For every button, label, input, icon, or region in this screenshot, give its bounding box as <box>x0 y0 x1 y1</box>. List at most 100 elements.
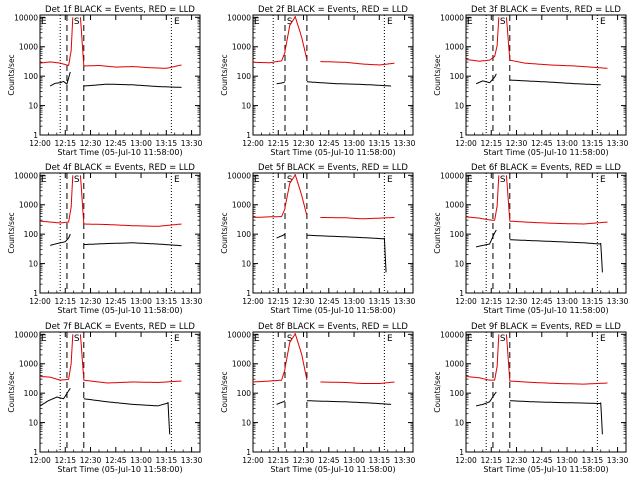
marker-label: S <box>500 175 506 185</box>
marker-label: S <box>287 334 293 344</box>
x-tick-label: 13:30 <box>394 297 416 306</box>
x-axis-label: Start Time (05-Jul-10 11:58:00) <box>57 148 182 157</box>
events-series-line <box>306 400 392 405</box>
lld-series-line <box>252 173 308 218</box>
y-tick-label: 100 <box>24 389 39 398</box>
lld-series-line <box>505 334 608 385</box>
detector-panel: Det 4f BLACK = Events, RED = LLD 1 10 100 10… <box>7 163 203 315</box>
x-tick-label: 12:15 <box>54 139 76 148</box>
x-tick-label: 12:30 <box>293 297 315 306</box>
x-tick-label: 12:15 <box>267 139 289 148</box>
y-tick-label: 1 <box>459 289 464 298</box>
lld-series-line <box>79 334 182 384</box>
lld-series-line <box>79 175 182 227</box>
y-tick-label: 1000 <box>445 43 464 52</box>
x-tick-label: 12:45 <box>318 139 340 148</box>
x-tick-label: 13:30 <box>394 139 416 148</box>
x-tick-label: 12:30 <box>80 297 102 306</box>
y-tick-label: 100 <box>450 389 465 398</box>
y-tick-label: 10 <box>454 102 464 111</box>
lld-series-line <box>465 17 500 62</box>
y-tick-label: 1 <box>246 448 251 457</box>
plot-frame <box>39 14 201 136</box>
x-tick-label: 13:15 <box>582 139 604 148</box>
x-tick-label: 12:00 <box>242 297 264 306</box>
x-tick-label: 13:15 <box>156 297 178 306</box>
x-axis-label: Start Time (05-Jul-10 11:58:00) <box>483 148 608 157</box>
x-tick-label: 13:00 <box>130 139 152 148</box>
x-tick-label: 12:45 <box>531 139 553 148</box>
y-axis-label: Counts/sec <box>7 371 16 412</box>
events-series-line <box>306 234 387 273</box>
detector-panel: Det 6f BLACK = Events, RED = LLD 1 10 100 10… <box>433 163 629 315</box>
events-series-line <box>475 391 497 407</box>
y-axis-label: Counts/sec <box>433 212 442 253</box>
x-tick-label: 12:45 <box>105 297 127 306</box>
x-tick-label: 12:45 <box>318 456 340 465</box>
x-tick-label: 12:15 <box>267 297 289 306</box>
marker-label: S <box>74 17 80 27</box>
x-tick-label: 13:00 <box>343 297 365 306</box>
y-tick-label: 100 <box>450 230 465 239</box>
events-series-line <box>276 81 286 85</box>
y-tick-label: 10000 <box>440 13 464 22</box>
marker-label: E <box>41 17 47 27</box>
panel-title: Det 9f BLACK = Events, RED = LLD <box>471 322 621 332</box>
detector-panel: Det 7f BLACK = Events, RED = LLD 1 10 100 10… <box>7 322 203 474</box>
x-tick-label: 12:45 <box>105 456 127 465</box>
y-tick-label: 1 <box>33 289 38 298</box>
x-tick-label: 12:00 <box>29 139 51 148</box>
x-tick-label: 12:30 <box>293 456 315 465</box>
x-tick-label: 12:45 <box>531 297 553 306</box>
x-tick-label: 12:00 <box>242 456 264 465</box>
x-axis-label: Start Time (05-Jul-10 11:58:00) <box>57 306 182 315</box>
y-tick-label: 100 <box>237 389 252 398</box>
plot-frame <box>465 14 627 136</box>
lld-series-line <box>320 217 395 220</box>
panel-title: Det 8f BLACK = Events, RED = LLD <box>258 322 408 332</box>
events-series-line <box>276 400 286 405</box>
marker-label: S <box>74 175 80 185</box>
y-tick-label: 100 <box>24 72 39 81</box>
events-series-line <box>49 71 71 87</box>
y-tick-label: 1000 <box>19 360 38 369</box>
marker-label: S <box>287 17 293 27</box>
y-tick-label: 100 <box>237 230 252 239</box>
marker-label: S <box>500 17 506 27</box>
x-tick-label: 13:00 <box>130 297 152 306</box>
events-series-line <box>276 233 286 239</box>
y-tick-label: 10000 <box>14 171 38 180</box>
marker-label: E <box>174 334 180 344</box>
y-tick-label: 10000 <box>440 330 464 339</box>
y-axis-label: Counts/sec <box>220 54 229 95</box>
events-series-line <box>509 79 601 86</box>
detector-panel: Det 8f BLACK = Events, RED = LLD 1 10 100 10… <box>220 322 416 474</box>
x-tick-label: 13:00 <box>343 139 365 148</box>
lld-series-line <box>40 334 74 381</box>
events-series-line <box>83 83 182 88</box>
y-tick-label: 10000 <box>14 13 38 22</box>
x-tick-label: 12:45 <box>105 139 127 148</box>
x-tick-label: 12:00 <box>242 139 264 148</box>
y-tick-label: 10 <box>241 102 251 111</box>
x-axis-label: Start Time (05-Jul-10 11:58:00) <box>483 465 608 474</box>
y-tick-label: 10000 <box>440 171 464 180</box>
detector-panel: Det 5f BLACK = Events, RED = LLD 1 10 100 10… <box>220 163 416 315</box>
events-series-line <box>475 73 497 85</box>
marker-label: E <box>467 17 473 27</box>
marker-label: E <box>600 334 606 344</box>
x-tick-label: 13:15 <box>369 456 391 465</box>
lld-series-line <box>320 381 395 384</box>
marker-label: E <box>387 334 393 344</box>
events-series-line <box>49 233 71 246</box>
x-axis-label: Start Time (05-Jul-10 11:58:00) <box>57 465 182 474</box>
y-tick-label: 1000 <box>19 201 38 210</box>
marker-label: E <box>600 175 606 185</box>
marker-label: E <box>254 334 260 344</box>
x-tick-label: 12:00 <box>29 456 51 465</box>
y-tick-label: 100 <box>24 230 39 239</box>
marker-label: E <box>41 334 47 344</box>
y-tick-label: 1000 <box>19 43 38 52</box>
y-axis-label: Counts/sec <box>433 54 442 95</box>
